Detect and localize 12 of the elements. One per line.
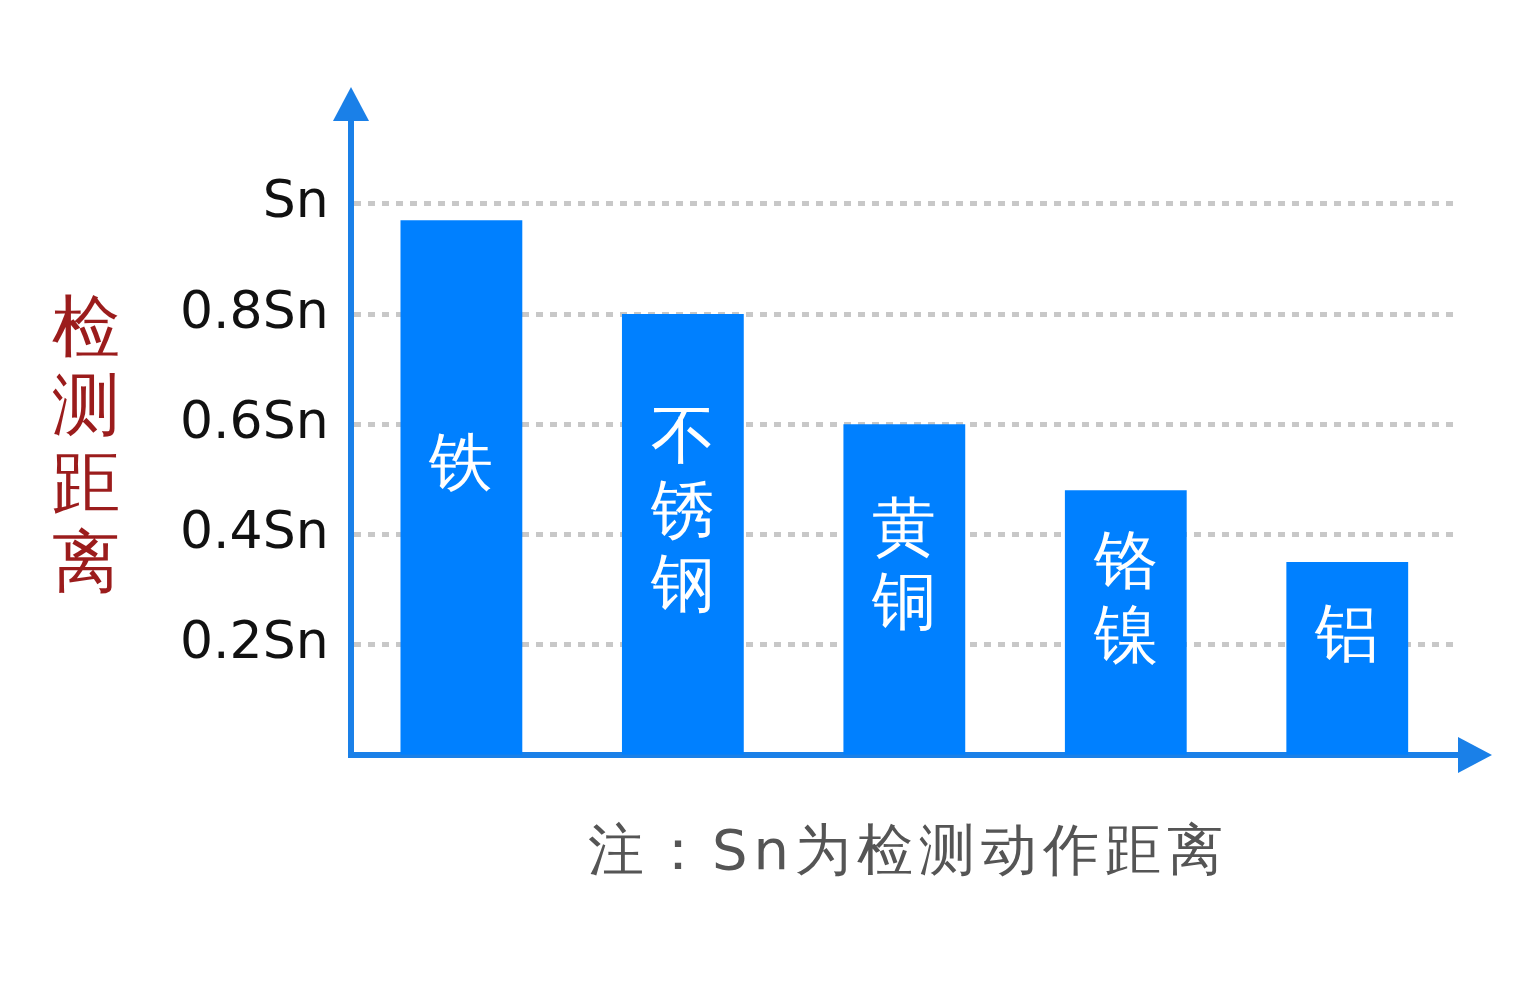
y-axis-title: 检测距离 (52, 287, 121, 601)
x-tick-label: 铬镍 (1092, 523, 1158, 672)
y-tick-label: 0.2Sn (179, 610, 329, 671)
x-tick-label: 黄铜 (871, 490, 937, 639)
x-tick-label: 铁 (428, 425, 494, 500)
y-tick-label: 0.8Sn (179, 279, 329, 340)
y-tick-label: Sn (262, 169, 329, 230)
y-tick-label: 0.6Sn (179, 389, 329, 450)
x-tick-label: 不锈钢 (649, 398, 715, 621)
y-tick-label: 0.4Sn (179, 499, 329, 560)
x-tick-label: 铝 (1314, 596, 1380, 671)
text: 注：Sn为检测动作距离 (588, 816, 1230, 884)
